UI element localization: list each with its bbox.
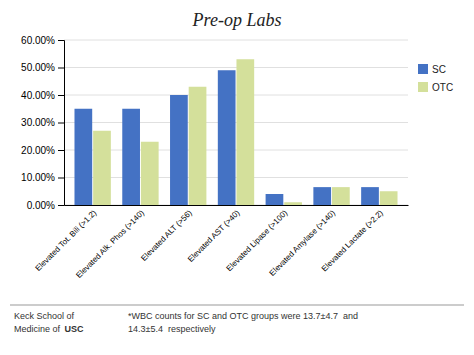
tick-label: 20.00% [21, 145, 55, 156]
series [93, 59, 397, 205]
tick-label: 10.00% [21, 172, 55, 183]
tick-mark [58, 68, 64, 69]
tick-mark [58, 123, 64, 124]
legend-label: OTC [432, 82, 453, 93]
grid-line [64, 177, 408, 178]
footer-line [10, 305, 464, 306]
tick: Elevated Alk. Phos (>140) [74, 208, 146, 280]
legend-item: SC [418, 64, 446, 75]
annotation: 14.3±5.4 respectively [128, 324, 216, 334]
tick: 10.00% [21, 172, 64, 183]
bar [380, 191, 398, 205]
bar [361, 187, 379, 205]
legend-item: OTC [418, 82, 453, 93]
bar [141, 142, 159, 205]
tick-label: Elevated Alk. Phos (>140) [74, 208, 146, 280]
plot: 0.00% 10.00% 20.00% 30.00% 40.00% 50.00% 60.00… [21, 35, 408, 280]
tick: 40.00% [21, 90, 64, 101]
footer: Keck School of Medicine of USC *WBC counts… [14, 311, 358, 334]
tick-label: 30.00% [21, 117, 55, 128]
bar [93, 131, 111, 205]
x-axis: Elevated Tot. Bili (>1.2)Elevated Alk. P… [34, 206, 409, 281]
tick-mark [58, 205, 64, 206]
bar [284, 202, 302, 205]
bar [189, 87, 207, 205]
tick-label: Elevated AST (>40) [186, 208, 242, 264]
tick: 0.00% [27, 200, 64, 211]
tick: 60.00% [21, 35, 64, 46]
grid-line [64, 150, 408, 151]
tick: Elevated Lactate (>2.2) [320, 208, 385, 273]
tick-mark [58, 178, 64, 179]
bar [236, 59, 254, 205]
grid-line [64, 205, 408, 206]
legend-swatch [418, 82, 428, 92]
grid-line [64, 95, 408, 96]
bar [122, 109, 140, 205]
tick-label: 50.00% [21, 62, 55, 73]
tick: 30.00% [21, 117, 64, 128]
axis-line [65, 205, 409, 206]
tick: Elevated AST (>40) [186, 208, 242, 264]
bar [266, 194, 284, 205]
annotation: USC [65, 324, 85, 334]
grid-line [64, 40, 408, 41]
tick-mark [58, 150, 64, 151]
bars [74, 59, 397, 205]
axis-line [58, 41, 65, 206]
legend: SC OTC [418, 64, 453, 93]
grid-line [64, 122, 408, 123]
tick: 50.00% [21, 62, 64, 73]
tick: Elevated ALT (>56) [139, 208, 194, 263]
tick-label: 60.00% [21, 35, 55, 46]
series [74, 70, 378, 205]
bar [313, 187, 331, 205]
legend-swatch [418, 64, 428, 74]
bar [332, 187, 350, 205]
legend-label: SC [432, 64, 446, 75]
bar [218, 70, 236, 205]
y-axis: 0.00% 10.00% 20.00% 30.00% 40.00% 50.00% 60.00… [21, 35, 64, 211]
tick: 20.00% [21, 145, 64, 156]
annotation: Keck School of [14, 311, 75, 321]
bar [74, 109, 92, 205]
tick-label: Elevated ALT (>56) [139, 208, 194, 263]
tick-label: Elevated Lactate (>2.2) [320, 208, 385, 273]
annotation: Medicine of [14, 324, 63, 334]
annotation: *WBC counts for SC and OTC groups were 1… [128, 311, 358, 321]
bar [170, 95, 188, 205]
tick-label: 0.00% [27, 200, 55, 211]
title: Pre-op Labs [192, 10, 282, 30]
grid-line [64, 67, 408, 68]
tick-mark [58, 95, 64, 96]
grid [64, 40, 408, 205]
chart: Pre-op Labs 0.00% 10.00% 20.00% 30.00% 40.00%… [0, 0, 474, 355]
tick-label: 40.00% [21, 90, 55, 101]
tick-mark [58, 40, 64, 41]
